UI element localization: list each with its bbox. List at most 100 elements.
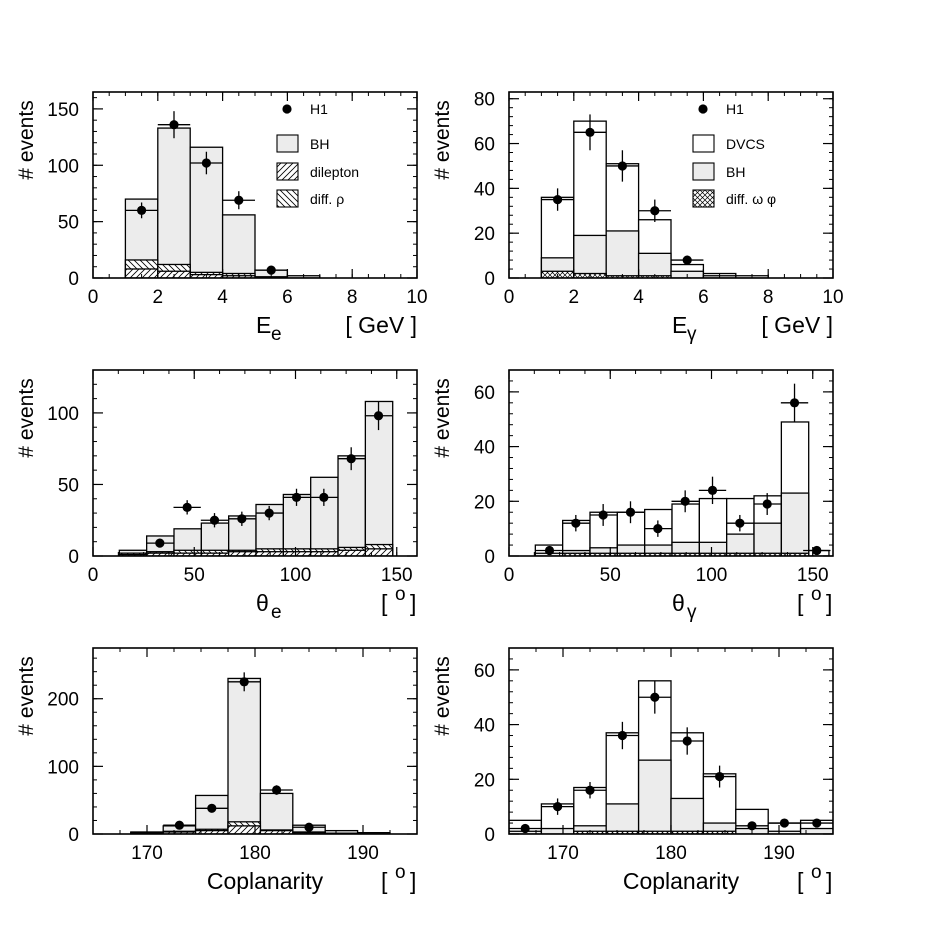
data-point: [155, 538, 165, 548]
legend: H1 BH dilepton diff. ρ: [276, 101, 359, 208]
data-point: [137, 205, 147, 215]
legend-label: BH: [726, 164, 745, 180]
legend-swatch: [692, 189, 715, 208]
data-point: [789, 398, 800, 408]
data-point: [553, 194, 563, 205]
legend-label: diff. ρ: [310, 191, 344, 207]
x-tick-label: 4: [217, 287, 228, 308]
data-point: [182, 502, 192, 512]
layer-bh: [130, 677, 391, 834]
y-tick-label: 0: [484, 269, 495, 290]
histogram-bar: [364, 548, 394, 556]
y-axis-label: # events: [431, 378, 454, 457]
data-point: [553, 802, 563, 812]
histogram-bar: [670, 797, 705, 834]
legend-label: H1: [310, 101, 328, 117]
y-tick-label: 0: [68, 269, 79, 290]
histogram-bar: [780, 492, 810, 556]
y-tick-label: 100: [47, 156, 79, 177]
legend-marker-point: [698, 104, 708, 114]
x-axis-unit-close: ]: [410, 868, 416, 894]
data-point: [264, 508, 274, 518]
x-axis-unit-close: ]: [826, 590, 832, 616]
x-axis-unit: [ GeV ]: [761, 312, 833, 338]
data-point: [319, 492, 329, 502]
y-axis-label: # events: [15, 656, 38, 735]
data-point: [544, 545, 555, 556]
histogram-bar: [310, 476, 339, 556]
legend-swatch: [276, 189, 299, 208]
data-point: [680, 496, 690, 506]
data-point: [346, 454, 356, 464]
data-point: [735, 518, 745, 528]
y-tick-label: 0: [68, 547, 79, 568]
histogram-bar: [780, 552, 810, 556]
y-tick-label: 50: [58, 213, 79, 234]
y-tick-label: 50: [58, 475, 79, 496]
histogram-bar: [605, 230, 640, 278]
data-points-h1: [541, 114, 704, 265]
x-tick-label: 50: [600, 565, 621, 586]
x-tick-label: 0: [88, 565, 99, 586]
data-point: [291, 492, 302, 502]
layer-bh: [509, 759, 833, 834]
legend-label: BH: [310, 136, 329, 152]
data-point: [707, 485, 718, 495]
x-tick-label: 170: [131, 843, 163, 864]
data-point: [682, 255, 692, 265]
y-tick-label: 0: [484, 825, 495, 846]
histogram-bar: [259, 792, 294, 834]
data-point: [650, 206, 660, 216]
plot-area: [118, 400, 394, 556]
x-tick-label: 6: [282, 287, 293, 308]
histogram-bar: [753, 522, 783, 556]
data-point: [653, 524, 663, 534]
data-point: [272, 785, 282, 795]
data-point: [585, 127, 595, 137]
plot-area: [124, 111, 321, 278]
data-point: [207, 803, 217, 813]
data-point: [373, 411, 384, 421]
layer-bh: [124, 127, 321, 278]
data-point: [239, 677, 249, 687]
data-point: [812, 818, 822, 828]
data-points-h1: [535, 383, 831, 556]
legend-label: dilepton: [310, 164, 359, 180]
histogram-bar: [540, 827, 575, 834]
data-point: [715, 771, 725, 782]
x-axis-label: Coplanarity: [207, 868, 324, 894]
histogram-bar: [337, 455, 367, 556]
data-point: [747, 821, 757, 831]
y-tick-label: 60: [474, 135, 495, 156]
histogram-bar: [337, 549, 367, 556]
histogram-bar: [194, 794, 229, 834]
x-axis-label: θ: [256, 590, 269, 616]
data-points-h1: [163, 672, 326, 832]
layer-bh: [534, 492, 810, 556]
y-tick-label: 40: [474, 716, 495, 737]
data-point: [174, 820, 184, 830]
plot-area: [509, 680, 833, 834]
panel-coplan1: 170 180 190 0 100 200 # events Coplanarity [o]: [15, 647, 418, 894]
data-points-h1: [125, 111, 288, 275]
x-tick-label: 150: [381, 565, 413, 586]
histogram-bar: [157, 127, 191, 278]
x-tick-label: 10: [406, 287, 427, 308]
y-tick-label: 40: [474, 438, 495, 459]
data-point: [520, 823, 530, 834]
x-tick-label: 170: [547, 843, 579, 864]
x-axis-unit-degree: o: [811, 584, 822, 605]
x-axis-label: θ: [672, 590, 685, 616]
layer-diff-: [562, 552, 810, 556]
plot-area: [130, 672, 391, 834]
data-point: [779, 818, 790, 828]
y-tick-label: 40: [474, 179, 495, 200]
x-tick-label: 8: [763, 287, 774, 308]
histogram-bar: [702, 830, 737, 834]
legend-marker-point: [282, 104, 292, 114]
x-tick-label: 0: [504, 287, 515, 308]
data-point: [617, 730, 628, 741]
x-tick-label: 150: [797, 565, 829, 586]
